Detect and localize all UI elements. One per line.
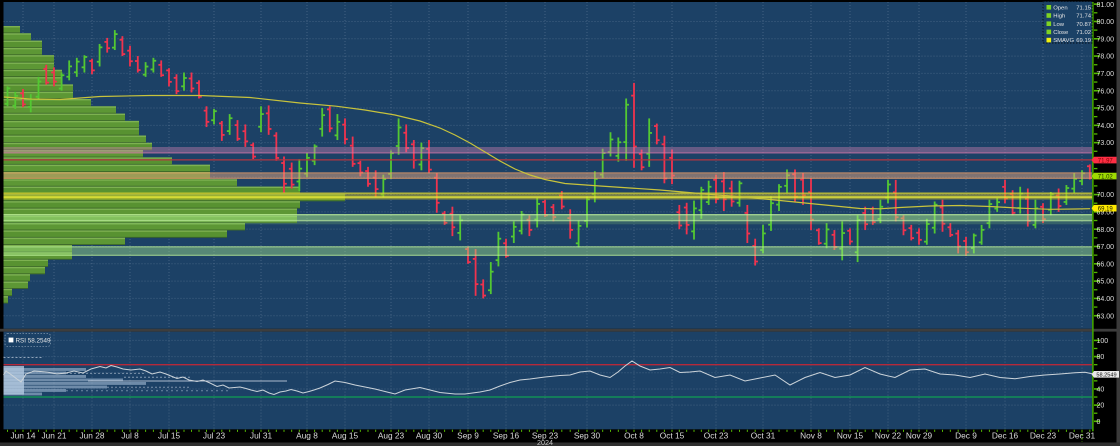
- svg-text:Jun 28: Jun 28: [80, 430, 105, 440]
- svg-text:Jul 23: Jul 23: [203, 430, 226, 440]
- svg-text:71.02: 71.02: [1098, 175, 1114, 181]
- svg-text:2024: 2024: [537, 438, 553, 446]
- svg-text:74.00: 74.00: [1097, 123, 1115, 130]
- svg-text:Jul 8: Jul 8: [121, 430, 139, 440]
- svg-text:Oct 8: Oct 8: [624, 430, 644, 440]
- svg-text:40: 40: [1097, 387, 1105, 394]
- svg-text:Dec 16: Dec 16: [992, 430, 1019, 440]
- svg-text:69.00: 69.00: [1097, 209, 1115, 216]
- svg-text:64.00: 64.00: [1097, 296, 1115, 303]
- svg-text:Open: Open: [1053, 5, 1067, 11]
- svg-text:Nov 29: Nov 29: [906, 430, 933, 440]
- svg-text:Jul 15: Jul 15: [158, 430, 181, 440]
- svg-text:Low: Low: [1053, 22, 1065, 28]
- svg-text:80: 80: [1097, 354, 1105, 361]
- svg-text:71.02: 71.02: [1076, 30, 1091, 36]
- svg-text:20: 20: [1097, 403, 1105, 410]
- svg-text:71.97: 71.97: [1098, 159, 1114, 165]
- svg-text:SMAVG: SMAVG: [1053, 38, 1074, 44]
- svg-text:100: 100: [1097, 338, 1109, 345]
- svg-text:Sep 30: Sep 30: [574, 430, 601, 440]
- svg-text:Nov 22: Nov 22: [875, 430, 902, 440]
- svg-text:73.00: 73.00: [1097, 140, 1115, 147]
- svg-text:Aug 30: Aug 30: [416, 430, 443, 440]
- svg-text:80.00: 80.00: [1097, 19, 1115, 26]
- svg-text:Dec 9: Dec 9: [955, 430, 977, 440]
- svg-text:Nov 15: Nov 15: [837, 430, 864, 440]
- svg-text:68.00: 68.00: [1097, 227, 1115, 234]
- svg-text:63.00: 63.00: [1097, 313, 1115, 320]
- svg-text:Jul 31: Jul 31: [250, 430, 273, 440]
- svg-text:71.74: 71.74: [1076, 14, 1091, 20]
- svg-text:Nov 8: Nov 8: [800, 430, 822, 440]
- svg-text:Aug 15: Aug 15: [332, 430, 359, 440]
- svg-text:67.00: 67.00: [1097, 244, 1115, 251]
- svg-text:78.00: 78.00: [1097, 54, 1115, 61]
- svg-text:RSI 58.2549: RSI 58.2549: [16, 338, 52, 345]
- svg-text:Aug 8: Aug 8: [296, 430, 318, 440]
- svg-text:58.2549: 58.2549: [1096, 373, 1116, 379]
- svg-text:Jun 14: Jun 14: [11, 430, 36, 440]
- svg-text:69.19: 69.19: [1098, 207, 1114, 213]
- svg-text:Oct 15: Oct 15: [660, 430, 685, 440]
- svg-text:71.15: 71.15: [1076, 5, 1091, 11]
- svg-text:70.87: 70.87: [1076, 22, 1091, 28]
- svg-text:Close: Close: [1053, 30, 1069, 36]
- svg-text:79.00: 79.00: [1097, 36, 1115, 43]
- svg-text:76.00: 76.00: [1097, 88, 1115, 95]
- svg-text:Dec 23: Dec 23: [1030, 430, 1057, 440]
- svg-text:69.19: 69.19: [1076, 38, 1091, 44]
- svg-text:70.00: 70.00: [1097, 192, 1115, 199]
- svg-text:Oct 31: Oct 31: [751, 430, 776, 440]
- svg-text:Sep 16: Sep 16: [493, 430, 520, 440]
- svg-text:Jun 21: Jun 21: [42, 430, 67, 440]
- svg-text:65.00: 65.00: [1097, 279, 1115, 286]
- svg-text:Sep 23: Sep 23: [532, 430, 559, 440]
- svg-text:0: 0: [1097, 419, 1101, 426]
- svg-text:66.00: 66.00: [1097, 261, 1115, 268]
- svg-text:High: High: [1053, 14, 1065, 20]
- svg-text:Aug 23: Aug 23: [378, 430, 405, 440]
- svg-text:Sep 9: Sep 9: [457, 430, 479, 440]
- svg-text:81.00: 81.00: [1097, 2, 1115, 9]
- svg-text:Oct 23: Oct 23: [704, 430, 729, 440]
- svg-text:77.00: 77.00: [1097, 71, 1115, 78]
- svg-text:75.00: 75.00: [1097, 106, 1115, 113]
